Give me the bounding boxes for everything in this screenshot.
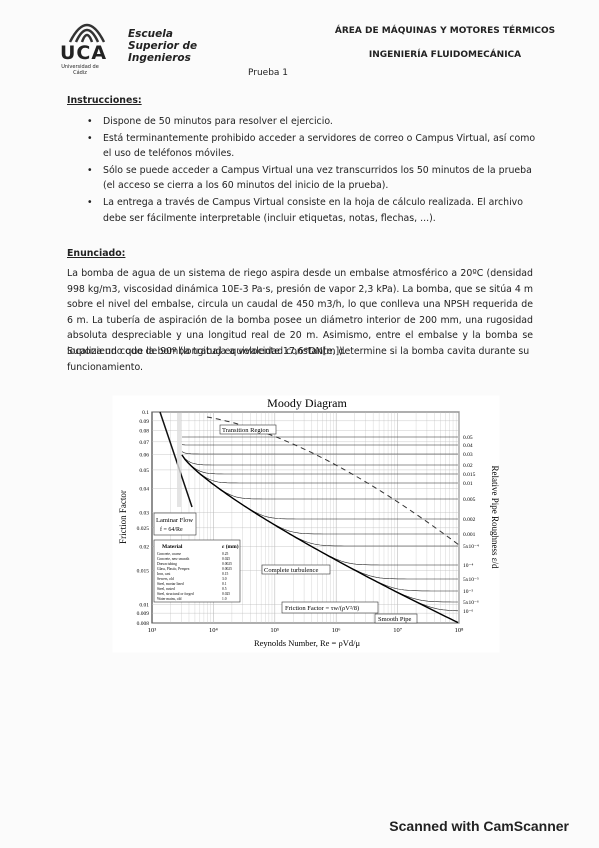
table-cell: 0.1 (222, 582, 227, 586)
y-tick-label: 0.02 (139, 544, 149, 550)
y2-tick-label: 0.02 (463, 463, 473, 469)
annotation: Laminar Flow (156, 517, 193, 524)
y-tick-label: 0.008 (137, 621, 150, 627)
y2-tick-label: 0.01 (463, 481, 473, 487)
table-cell: Sewers, old (157, 577, 174, 582)
instruction-item: Está terminantemente prohibido acceder a… (85, 131, 540, 162)
instruction-item: Sólo se puede acceder a Campus Virtual u… (85, 163, 540, 194)
table-cell: 1.0 (222, 597, 227, 601)
table-cell: Water mains, old (157, 597, 182, 602)
test-name: Prueba 1 (248, 68, 289, 78)
y-tick-label: 0.04 (139, 487, 149, 493)
y2-tick-label: 10⁻⁵ (463, 589, 473, 595)
x-tick-label: 10⁶ (332, 627, 341, 634)
y-tick-label: 0.03 (139, 511, 149, 517)
area: ÁREA DE MÁQUINAS Y MOTORES TÉRMICOS (334, 26, 556, 36)
y2-tick-label: 5x10⁻⁴ (463, 544, 479, 550)
logo-sub: Universidad de Cádiz (61, 64, 99, 76)
y-tick-label: 0.009 (137, 611, 150, 617)
statement-paragraph: Suponiendo que la bomba trabaja a veloci… (67, 346, 530, 373)
y-tick-label: 0.01 (139, 602, 149, 608)
x-tick-label: 10³ (148, 627, 157, 634)
table-cell: 0.15 (222, 572, 228, 576)
x-tick-label: 10⁵ (270, 627, 279, 634)
y-tick-label: 0.07 (139, 440, 149, 446)
table-cell: 0.0025 (222, 567, 232, 571)
y2-tick-label: 10⁻⁴ (463, 563, 473, 569)
moody-diagram: Moody Diagram Transition Region Laminar … (112, 395, 500, 653)
y2-tick-label: 0.002 (463, 517, 476, 523)
table-header: ε (mm) (222, 543, 239, 550)
statement-heading: Enunciado: (67, 248, 126, 259)
y2-tick-label: 0.001 (463, 532, 476, 538)
instructions-list: Dispone de 50 minutos para resolver el e… (85, 114, 540, 227)
table-cell: Iron, cast (157, 572, 170, 577)
y-tick-label: 0.025 (137, 526, 150, 532)
table-cell: 0.0025 (222, 562, 232, 566)
table-cell: Concrete, coarse (157, 552, 181, 557)
table-cell: 3.0 (222, 577, 227, 581)
y2-tick-label: 5x10⁻⁶ (463, 600, 479, 606)
table-header: Material (162, 544, 183, 550)
y2-tick-label: 5x10⁻⁵ (463, 577, 479, 583)
y2-tick-label: 10⁻⁶ (463, 609, 473, 615)
table-cell: 0.25 (222, 552, 228, 556)
x-tick-label: 10⁴ (209, 627, 219, 634)
smooth-pipe-curve (181, 454, 459, 624)
x-tick-label: 10⁸ (455, 627, 465, 634)
table-cell: Glass, Plastic, Perspex (157, 567, 190, 572)
table-cell: Concrete, new smooth (157, 557, 189, 562)
table-cell: 0.025 (222, 592, 230, 596)
footer: Scanned with CamScanner (389, 818, 569, 834)
y2-tick-label: 0.04 (463, 443, 473, 449)
table-cell: Drawn tubing (157, 562, 177, 566)
y-tick-label: 0.09 (139, 419, 149, 425)
y-axis-title: Friction Factor (118, 490, 128, 544)
y-tick-label: 0.1 (142, 410, 149, 416)
logo-text: UCA (60, 42, 108, 64)
roughness-curve (181, 454, 458, 475)
y-tick-label: 0.05 (139, 468, 149, 474)
logo-icon (68, 23, 106, 43)
roughness-curve (181, 451, 458, 455)
statement-paragraph: La bomba de agua de un sistema de riego … (67, 268, 533, 357)
y-tick-label: 0.06 (139, 453, 149, 459)
y-tick-label: 0.015 (137, 568, 150, 574)
x-tick-label: 10⁷ (393, 627, 402, 634)
roughness-curve (181, 454, 458, 500)
school: Escuela Superior de Ingenieros (128, 28, 198, 64)
x-axis-title: Reynolds Number, Re = ρVd/μ (254, 638, 360, 648)
table-cell: Steel, mortar lined (157, 582, 184, 587)
annotation: Smooth Pipe (378, 616, 412, 623)
table-cell: Steel, structural or forged (157, 592, 194, 597)
y-tick-label: 0.08 (139, 429, 149, 435)
annotation: Complete turbulence (264, 567, 318, 574)
annotation: Transition Region (222, 427, 270, 434)
y2-tick-label: 0.015 (463, 472, 476, 478)
figure-title: Moody Diagram (267, 396, 347, 410)
y2-tick-label: 0.005 (463, 497, 476, 503)
y2-tick-label: 0.03 (463, 452, 473, 458)
table-cell: Steel, rusted (157, 587, 175, 592)
logo-mark (62, 14, 112, 44)
table-cell: 0.5 (222, 587, 227, 591)
table-cell: 0.025 (222, 557, 230, 561)
annotation: f = 64/Re (160, 526, 183, 533)
transition-line (206, 416, 460, 546)
y2-axis-title: Relative Pipe Roughness ε/d (490, 465, 500, 569)
laminar-line (159, 411, 193, 508)
annotation: Friction Factor = τw/(ρV²/8) (285, 605, 359, 612)
dept: INGENIERÍA FLUIDOMECÁNICA (368, 50, 522, 60)
y2-tick-label: 0.05 (463, 435, 473, 441)
roughness-curve (181, 454, 458, 484)
instruction-item: La entrega a través de Campus Virtual co… (85, 195, 540, 226)
roughness-curve (181, 454, 458, 466)
material-table (153, 539, 241, 603)
instructions-heading: Instrucciones: (67, 95, 142, 106)
instruction-item: Dispone de 50 minutos para resolver el e… (85, 114, 540, 130)
